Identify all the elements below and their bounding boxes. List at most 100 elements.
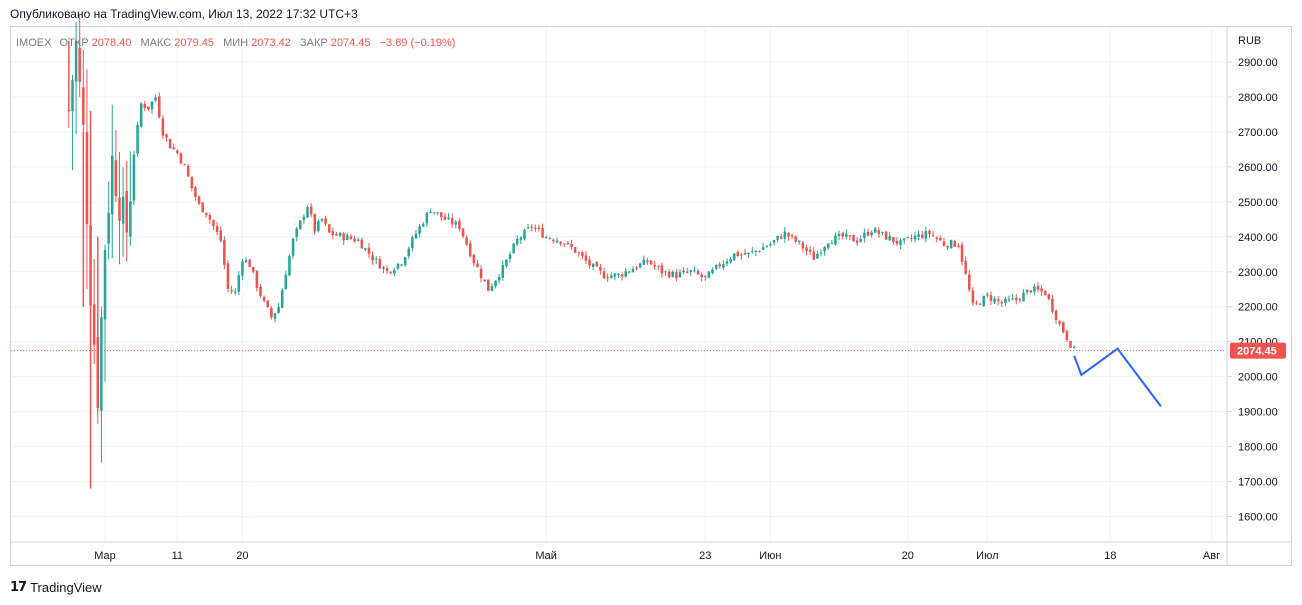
candle-body	[400, 264, 403, 266]
candle-body	[440, 212, 443, 218]
candle-body	[165, 134, 168, 138]
candle-body	[226, 263, 230, 289]
candle-body	[852, 235, 855, 242]
candle-body	[280, 289, 284, 308]
legend-open-value: 2078.40	[92, 37, 132, 49]
candle-body	[758, 251, 761, 253]
x-tick-label: 20	[236, 550, 248, 562]
candlestick-chart[interactable]: 1600.001700.001800.001900.002000.002100.…	[0, 0, 1302, 570]
candle-body	[638, 263, 642, 268]
legend-high-label: МАКС	[140, 37, 171, 49]
candle-body	[801, 242, 805, 249]
legend-low-label: МИН	[223, 37, 248, 49]
last-price-tag-label: 2074.45	[1237, 346, 1277, 358]
candle-body	[667, 271, 671, 278]
candle-body	[382, 267, 385, 269]
candle-body	[989, 295, 993, 301]
candle-body	[186, 165, 190, 177]
candle-body	[920, 234, 924, 238]
chart-frame[interactable]	[10, 26, 1292, 566]
candle-body	[103, 250, 107, 320]
candle-body	[331, 231, 335, 236]
candle-body	[472, 254, 476, 264]
candle-body	[964, 260, 967, 274]
candle-body	[461, 228, 465, 237]
candle-body	[346, 235, 349, 240]
legend-change: −3.89 (−0.19%)	[380, 37, 456, 49]
candle-body	[313, 214, 317, 232]
candle-body	[1025, 289, 1029, 292]
candle-body	[591, 263, 595, 268]
candle-body	[660, 265, 664, 274]
candle-body	[512, 243, 515, 254]
candle-body	[1040, 288, 1043, 292]
candle-body	[808, 249, 812, 252]
candle-body	[866, 231, 870, 236]
candle-body	[754, 250, 758, 252]
candle-body	[273, 313, 277, 319]
candle-body	[1015, 297, 1018, 301]
candle-body	[508, 254, 512, 259]
candle-body	[526, 227, 530, 229]
candle-body	[403, 257, 407, 266]
candle-body	[873, 228, 877, 233]
candle-body	[425, 212, 429, 224]
candle-body	[396, 263, 400, 269]
y-tick-label: 2300.00	[1238, 267, 1278, 279]
candle-body	[277, 307, 280, 314]
candle-body	[986, 294, 989, 296]
candle-body	[577, 252, 580, 254]
time-axis[interactable]: Мар 11 20 Май 23 Июн 20 Июл 18 Авг	[94, 550, 1220, 562]
candle-body	[718, 264, 722, 267]
candle-body	[939, 238, 942, 241]
candle-body	[935, 237, 938, 239]
candle-body	[349, 236, 353, 239]
candle-body	[421, 224, 425, 227]
candle-body	[338, 232, 342, 236]
candle-body	[197, 196, 201, 204]
candle-body	[971, 290, 975, 304]
candle-body	[327, 224, 331, 233]
ohlc-legend: IMOEX ОТКР 2078.40 МАКС 2079.45 МИН 2073…	[16, 37, 455, 49]
candle-body	[642, 259, 646, 265]
candle-body	[837, 233, 841, 236]
y-tick-label: 2900.00	[1238, 57, 1278, 69]
candle-body	[776, 235, 779, 240]
candle-body	[696, 270, 700, 275]
candle-body	[121, 196, 125, 224]
legend-close-value: 2074.45	[331, 37, 371, 49]
candle-body	[841, 232, 844, 237]
candle-body	[537, 227, 541, 229]
candle-body	[1047, 294, 1051, 300]
candle-body	[722, 263, 725, 268]
candle-body	[906, 237, 910, 239]
candle-body	[107, 212, 110, 244]
candle-body	[114, 160, 118, 197]
candle-body	[845, 233, 848, 237]
candle-body	[487, 279, 490, 291]
candle-body	[570, 244, 573, 248]
candle-body	[447, 217, 450, 219]
tradingview-logo[interactable]: 17 TradingView	[10, 579, 102, 595]
candle-body	[870, 232, 873, 236]
candle-body	[157, 96, 161, 118]
candle-body	[244, 260, 248, 263]
candle-body	[548, 237, 552, 239]
candle-body	[689, 270, 693, 273]
candle-body	[653, 264, 656, 267]
tradingview-logo-icon: 17	[10, 579, 27, 595]
candle-body	[85, 132, 89, 225]
candle-body	[855, 240, 859, 243]
price-axis[interactable]: 1600.001700.001800.001900.002000.002100.…	[1227, 57, 1278, 524]
y-tick-label: 1900.00	[1238, 407, 1278, 419]
candle-body	[581, 252, 584, 257]
candle-body	[913, 235, 917, 240]
projection-line[interactable]	[1073, 347, 1162, 407]
candle-body	[812, 251, 816, 260]
candle-body	[205, 212, 208, 215]
candle-body	[483, 279, 486, 282]
candle-body	[136, 125, 139, 154]
candle-body	[707, 271, 711, 278]
candle-body	[765, 246, 769, 248]
candle-body	[931, 235, 935, 237]
